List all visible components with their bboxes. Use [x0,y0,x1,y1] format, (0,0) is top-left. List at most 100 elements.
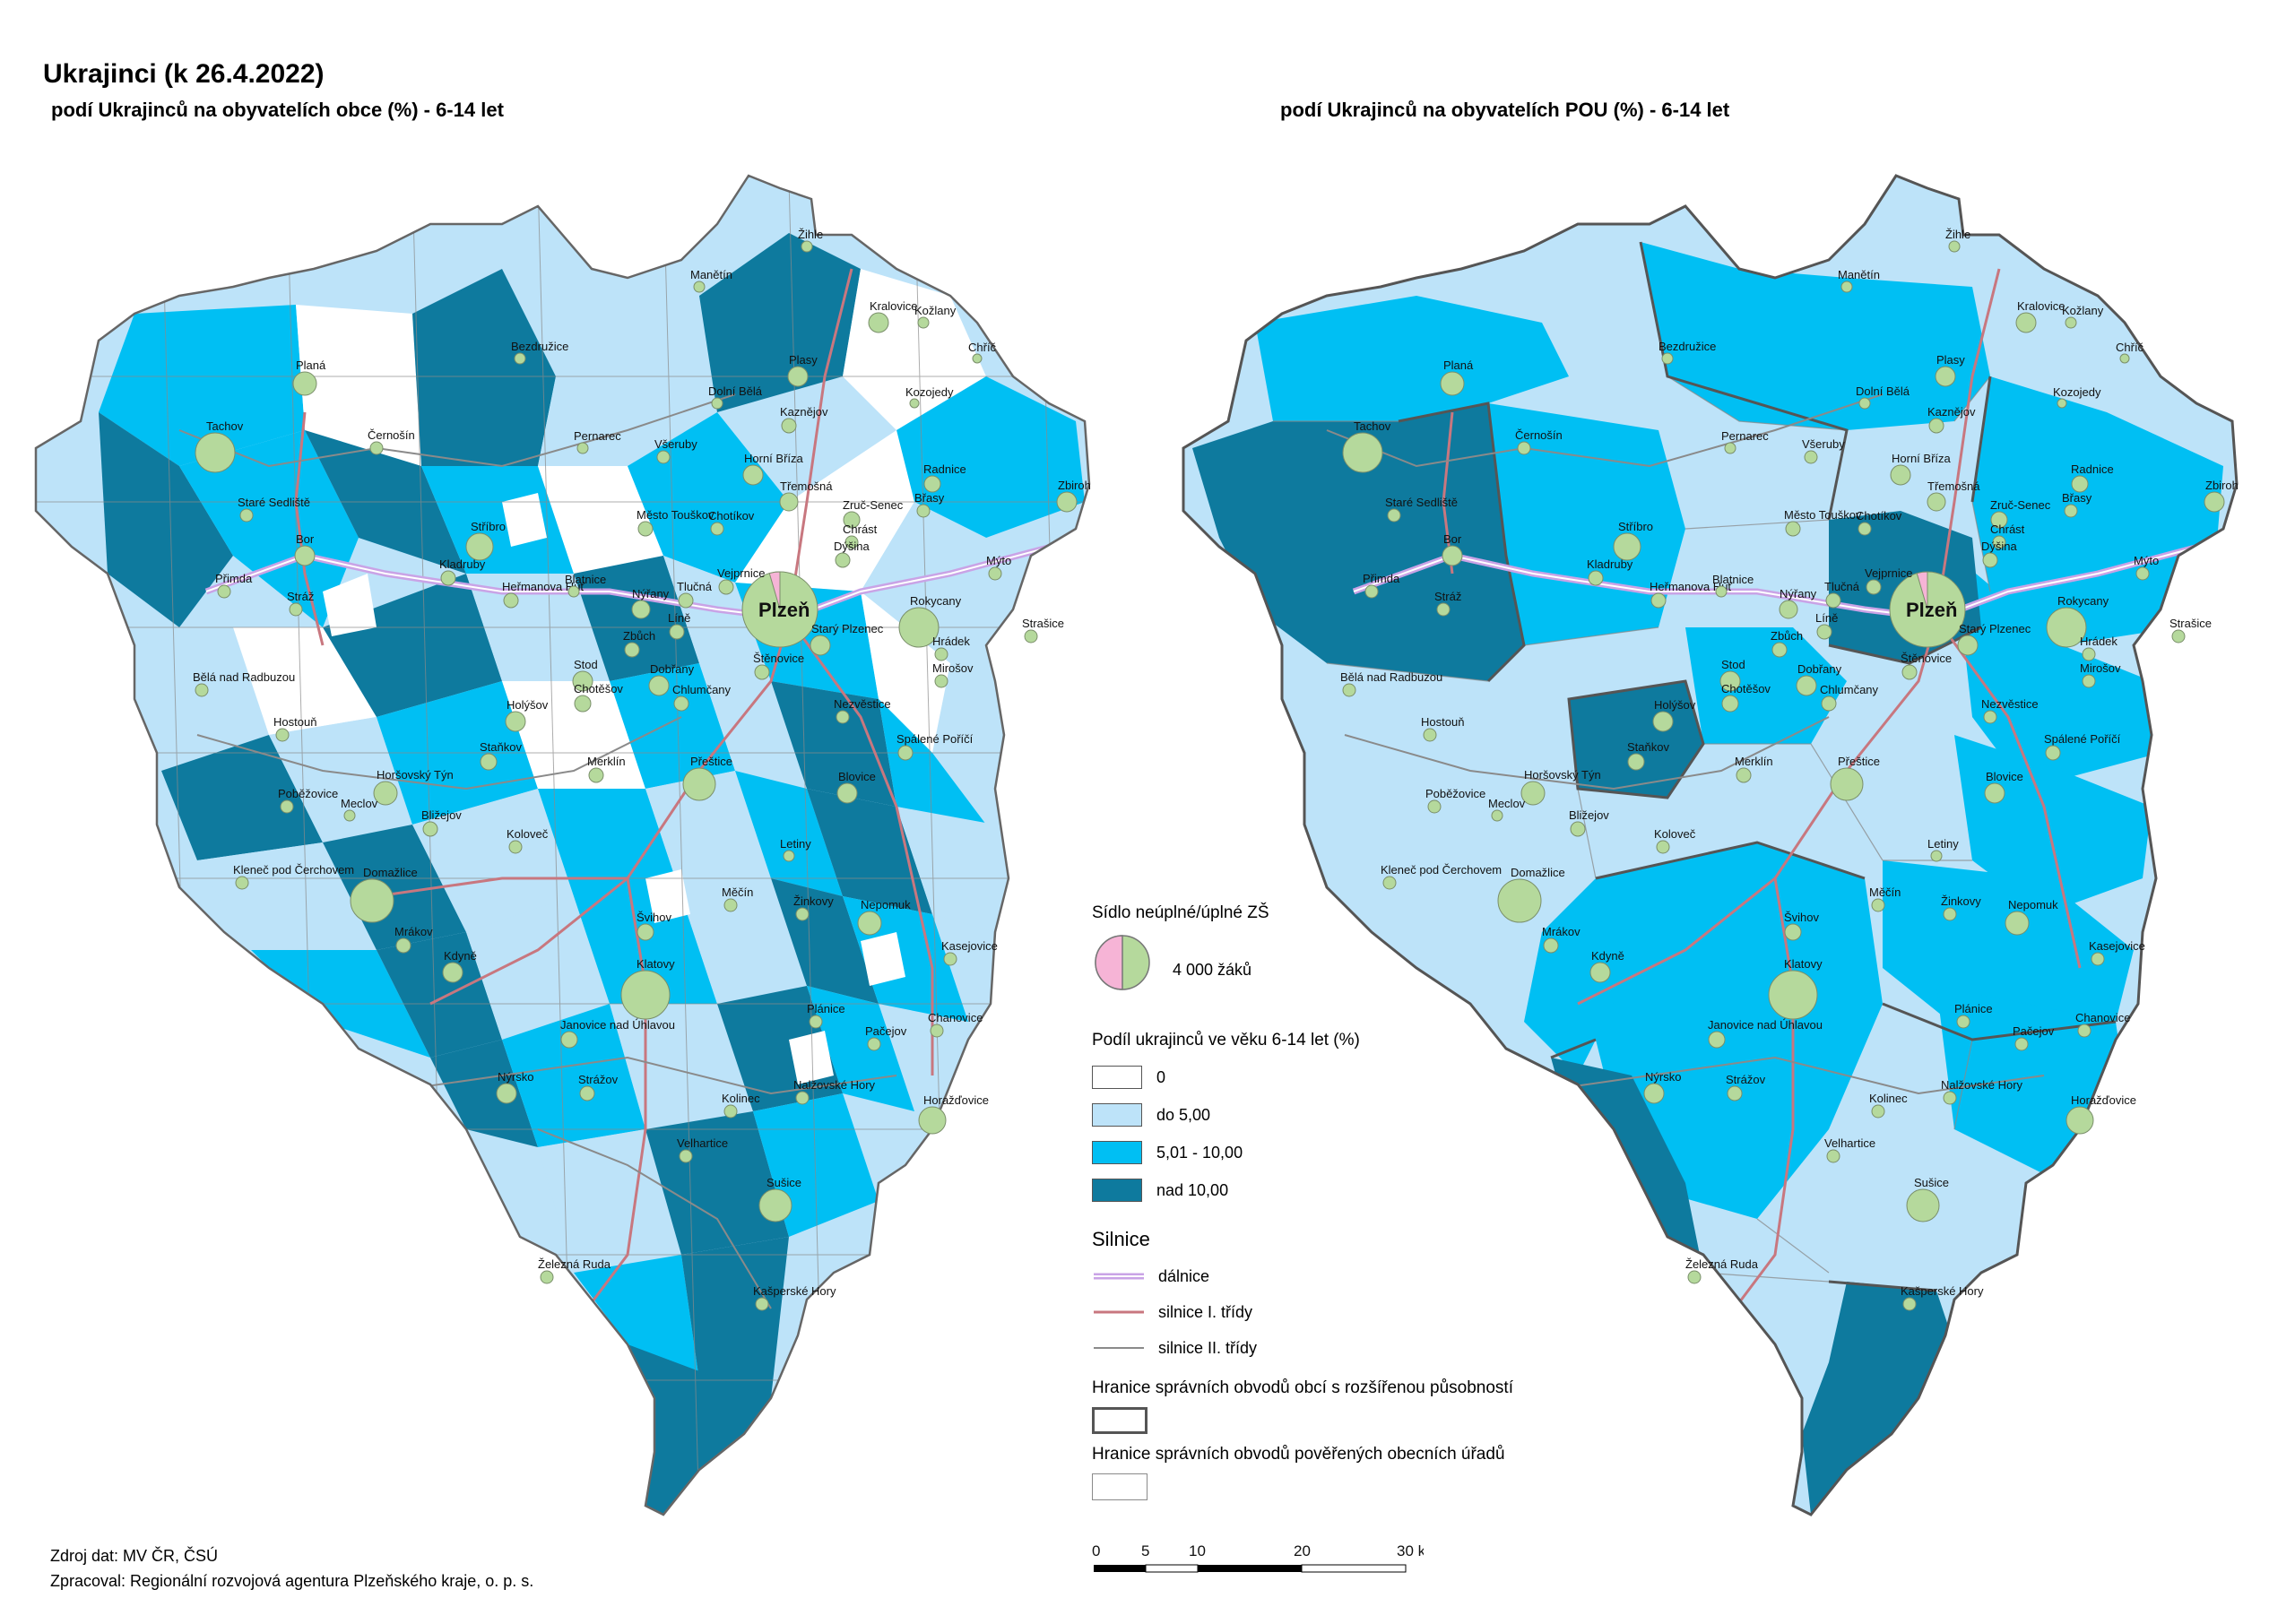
right-school-marker-bezdruzice [1661,352,1674,365]
legend-class-3: nad 10,00 [1092,1178,1228,1203]
right-place-label-horsovsky-tyn: Horšovský Týn [1524,768,1601,782]
right-school-marker-kolinec [1871,1104,1885,1119]
right-place-label-stankov: Staňkov [1627,740,1669,754]
school-pie-symbol [1095,935,1150,990]
right-school-marker-prestice [1830,767,1864,801]
left-place-label-blovice: Blovice [838,770,876,783]
right-school-marker-stenovice [1901,664,1918,680]
right-orp-boundaries [1398,241,2117,1292]
left-place-label-plzen: Plzeň [758,599,810,621]
left-school-marker-blatnice [567,585,580,598]
left-place-label-chotesov: Chotěšov [574,682,623,695]
left-school-marker-nepomuk [857,911,882,936]
left-school-marker-line [669,624,685,640]
right-school-marker-tlucna [1825,592,1841,609]
right-place-label-plzen: Plzeň [1906,599,1957,621]
right-place-label-kolovec: Koloveč [1654,827,1696,841]
left-place-label-stod: Stod [574,658,598,671]
legend-share-title: Podíl ukrajinců ve věku 6-14 let (%) [1092,1031,1360,1050]
left-place-label-chric: Chříč [968,341,997,354]
left-place-label-zbuch: Zbůch [623,629,655,643]
left-school-marker-pernarec [576,442,589,454]
left-place-label-nalzovske-hory: Nalžovské Hory [793,1078,876,1092]
left-place-label-chotikov: Chotíkov [708,509,755,523]
legend-class-0: 0 [1092,1065,1165,1090]
left-place-label-zruc-senec: Zruč-Senec [843,498,904,512]
left-school-marker-strazov [579,1085,595,1101]
right-place-label-strasice: Strašice [2169,617,2212,630]
left-place-label-merklin: Merklín [587,755,626,768]
scale-tick-10: 10 [1189,1542,1206,1559]
right-school-marker-susice [1906,1188,1940,1222]
right-map-subtitle: podí Ukrajinců na obyvatelích POU (%) - … [1280,99,1730,121]
legend-class-label: 5,01 - 10,00 [1156,1143,1243,1162]
legend-swatch [1092,1066,1142,1089]
left-place-label-plasy: Plasy [789,353,818,367]
left-place-label-prestice: Přeštice [690,755,732,768]
right-school-marker-plana [1440,371,1465,396]
left-school-marker-janovice-nad-uhlavou [560,1031,578,1049]
right-school-marker-velhartice [1826,1149,1840,1163]
left-school-marker-kolinec [723,1104,738,1119]
left-school-marker-velhartice [679,1149,693,1163]
pou-boundary-symbol [1092,1473,1148,1500]
left-place-label-plana: Planá [296,358,326,372]
right-place-label-nalzovske-hory: Nalžovské Hory [1941,1078,2023,1092]
left-school-marker-plana [292,371,317,396]
left-place-label-chanovice: Chanovice [928,1011,983,1024]
source-note: Zdroj dat: MV ČR, ČSÚ Zpracoval: Regioná… [50,1543,533,1594]
left-school-marker-hradek [934,647,948,661]
right-school-marker-nalzovske-hory [1943,1091,1957,1105]
left-school-marker-chotikov [710,522,724,536]
left-school-marker-zbuch [624,642,640,658]
left-school-marker-kladruby [440,570,456,586]
right-school-marker-tremosna [1927,492,1946,512]
right-place-label-dobrany: Dobřany [1797,662,1842,676]
left-school-marker-kozlany [917,316,930,329]
right-school-marker-horsovsky-tyn [1520,781,1546,806]
right-place-label-zruc-senec: Zruč-Senec [1990,498,2051,512]
left-school-marker-blizejov [422,821,438,837]
right-school-marker-nyrany [1779,600,1798,619]
right-school-marker-nezvestice [1983,710,1997,724]
class2-road-line-symbol [1094,1347,1144,1349]
right-school-marker-spalene-porici [2045,745,2061,761]
left-place-label-horazdovice: Horažďovice [923,1093,989,1107]
right-school-marker-svihov [1784,923,1802,941]
left-place-label-stenovice: Štěnovice [753,652,804,665]
left-school-marker-chanovice [930,1024,944,1038]
left-school-marker-nyrsko [496,1083,517,1104]
left-place-label-blatnice: Blatnice [565,573,606,586]
right-place-label-cernosin: Černošín [1515,428,1563,442]
left-school-marker-spalene-porici [897,745,914,761]
right-school-marker-bor [1442,545,1463,566]
right-school-marker-stankov [1627,753,1645,771]
left-school-marker-bezdruzice [514,352,526,365]
right-school-marker-bela-nad-radbuzou [1342,683,1356,697]
right-school-marker-mirosov [2082,674,2096,688]
right-school-marker-kasejovice [2091,952,2105,966]
right-place-label-line: Líně [1815,611,1838,625]
right-school-marker-dolni-bela [1858,397,1871,410]
right-place-label-primda: Přimda [1363,572,1400,585]
right-place-label-kladruby: Kladruby [1587,557,1633,571]
left-place-label-spalene-porici: Spálené Poříčí [896,732,974,746]
right-school-marker-vseruby [1804,450,1818,464]
left-place-label-myto: Mýto [986,554,1011,567]
right-place-label-pernarec: Pernarec [1721,429,1769,443]
left-school-marker-stod [572,670,593,692]
left-school-marker-letiny [783,850,795,862]
left-school-marker-svihov [637,923,654,941]
legend-class-label: do 5,00 [1156,1105,1211,1124]
right-school-marker-strazov [1727,1085,1743,1101]
left-place-label-line: Líně [668,611,690,625]
right-place-label-kasperske-hory: Kašperské Hory [1901,1284,1984,1298]
left-school-marker-tachov [195,432,236,473]
left-place-label-stribro: Stříbro [471,520,506,533]
right-place-label-pacejov: Pačejov [2013,1024,2055,1038]
right-place-label-domazlice: Domažlice [1511,866,1565,879]
left-place-label-dysina: Dýšina [834,540,870,553]
left-school-marker-strasice [1024,629,1038,644]
left-place-label-mesto-touskov: Město Touškov [637,508,714,522]
